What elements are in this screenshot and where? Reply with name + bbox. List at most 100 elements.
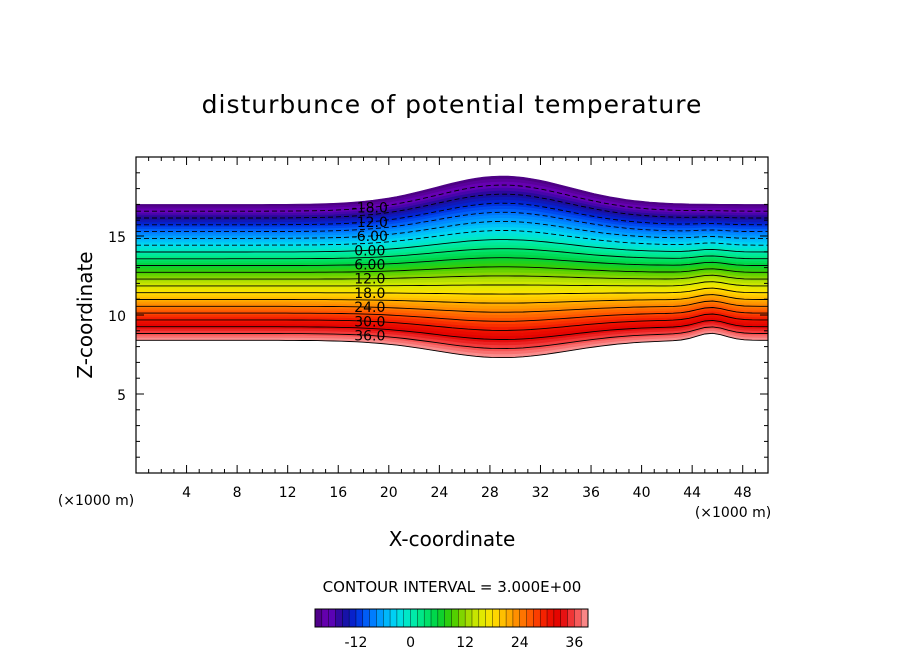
contour-line xyxy=(136,332,768,359)
colorbar-cell xyxy=(485,609,493,627)
colorbar-cell xyxy=(547,609,555,627)
x-tick-label: 8 xyxy=(233,485,242,501)
contour-label: 12.0 xyxy=(354,272,385,288)
colorbar-cell xyxy=(492,609,500,627)
contour-line xyxy=(136,230,768,246)
contour-line xyxy=(136,307,768,322)
colorbar-cell xyxy=(471,609,480,627)
colorbar-cell xyxy=(478,609,486,627)
y-unit-label: (×1000 m) xyxy=(58,493,134,509)
colorbar-cell xyxy=(355,609,364,627)
contour-labels: -18.0-12.0-6.000.006.0012.018.024.030.03… xyxy=(352,201,388,345)
x-tick-label: 44 xyxy=(683,485,701,501)
colorbar-cell xyxy=(335,609,343,627)
x-tick-label: 36 xyxy=(582,485,600,501)
colorbar: -12 0 12 24 36 xyxy=(314,608,589,651)
colorbar-cell xyxy=(567,609,575,627)
x-tick-label: 24 xyxy=(430,485,448,501)
contour-bands xyxy=(136,175,768,358)
colorbar-cell xyxy=(396,609,405,627)
contour-label: -12.0 xyxy=(352,215,388,231)
contour-label: 24.0 xyxy=(354,300,385,316)
contour-line xyxy=(136,326,768,350)
colorbar-cell xyxy=(410,609,418,627)
contour-line xyxy=(136,287,768,295)
colorbar-cell xyxy=(431,609,439,627)
colorbar-cell xyxy=(512,609,521,627)
colorbar-cell xyxy=(417,609,425,627)
colorbar-cell xyxy=(424,609,432,627)
y-axis-label: Z-coordinate xyxy=(73,251,97,378)
contour-line xyxy=(136,193,768,219)
contour-line xyxy=(136,266,768,273)
colorbar-cell xyxy=(526,609,534,627)
contour-line xyxy=(136,294,768,304)
x-tick-label: 20 xyxy=(380,485,398,501)
colorbar-cell xyxy=(560,609,568,627)
colorbar-tick-label: -12 xyxy=(345,635,368,651)
colorbar-cell xyxy=(458,609,466,627)
x-tick-label: 12 xyxy=(279,485,297,501)
colorbar-tick-label: 36 xyxy=(565,635,583,651)
colorbar-cell xyxy=(540,609,548,627)
colorbar-cell xyxy=(362,609,370,627)
colorbar-cell xyxy=(403,609,411,627)
contour-line xyxy=(136,300,768,313)
x-tick-label: 4 xyxy=(182,485,191,501)
contour-line xyxy=(136,239,768,253)
colorbar-cell xyxy=(315,609,323,627)
contour-label: 36.0 xyxy=(354,329,385,345)
contour-label: 0.00 xyxy=(354,243,385,259)
colorbar-tick-label: 12 xyxy=(456,635,474,651)
y-tick-label: 15 xyxy=(108,230,126,246)
colorbar-cell xyxy=(349,609,357,627)
y-tick-label: 10 xyxy=(108,309,126,325)
x-unit-label: (×1000 m) xyxy=(695,505,771,521)
colorbar-cell xyxy=(444,609,452,627)
colorbar-cell xyxy=(451,609,459,627)
contour-label: 6.00 xyxy=(354,258,385,274)
colorbar-cell xyxy=(390,609,398,627)
contour-label: -18.0 xyxy=(352,201,388,217)
colorbar-cell xyxy=(369,609,377,627)
colorbar-cell xyxy=(383,609,391,627)
colorbar-cell xyxy=(376,609,384,627)
contour-line xyxy=(136,202,768,226)
x-tick-label: 32 xyxy=(532,485,550,501)
x-tick-label: 16 xyxy=(329,485,347,501)
contour-line xyxy=(136,313,768,331)
x-tick-label: 40 xyxy=(633,485,651,501)
contour-interval-text: CONTOUR INTERVAL = 3.000E+00 xyxy=(323,578,582,596)
colorbar-cell xyxy=(437,609,445,627)
colorbar-cell xyxy=(533,609,541,627)
colorbar-cell xyxy=(506,609,514,627)
colorbar-frame xyxy=(314,608,589,628)
x-axis-label: X-coordinate xyxy=(389,527,516,551)
colorbar-cell xyxy=(342,609,350,627)
contour-line xyxy=(136,281,768,287)
colorbar-tick-label: 24 xyxy=(511,635,529,651)
contour-line xyxy=(136,248,768,260)
colorbar-cell xyxy=(499,609,507,627)
colorbar-cell xyxy=(328,609,336,627)
contour-label: 30.0 xyxy=(354,314,385,330)
contour-line xyxy=(136,257,768,266)
contour-label: 18.0 xyxy=(354,286,385,302)
x-tick-label: 28 xyxy=(481,485,499,501)
colorbar-cell xyxy=(519,609,527,627)
contour-label: -6.00 xyxy=(352,229,388,245)
x-tick-label: 48 xyxy=(734,485,752,501)
contour-line xyxy=(136,220,768,239)
contour-line xyxy=(136,184,768,212)
contour-line xyxy=(136,319,768,340)
colorbar-cell xyxy=(321,609,329,627)
contour-lines xyxy=(136,184,768,359)
contour-line xyxy=(136,211,768,233)
chart-title: disturbunce of potential temperature xyxy=(202,90,703,119)
colorbar-cell xyxy=(465,609,473,627)
colorbar-cell xyxy=(574,609,582,627)
y-tick-label: 5 xyxy=(117,388,126,404)
contour-line xyxy=(136,274,768,280)
